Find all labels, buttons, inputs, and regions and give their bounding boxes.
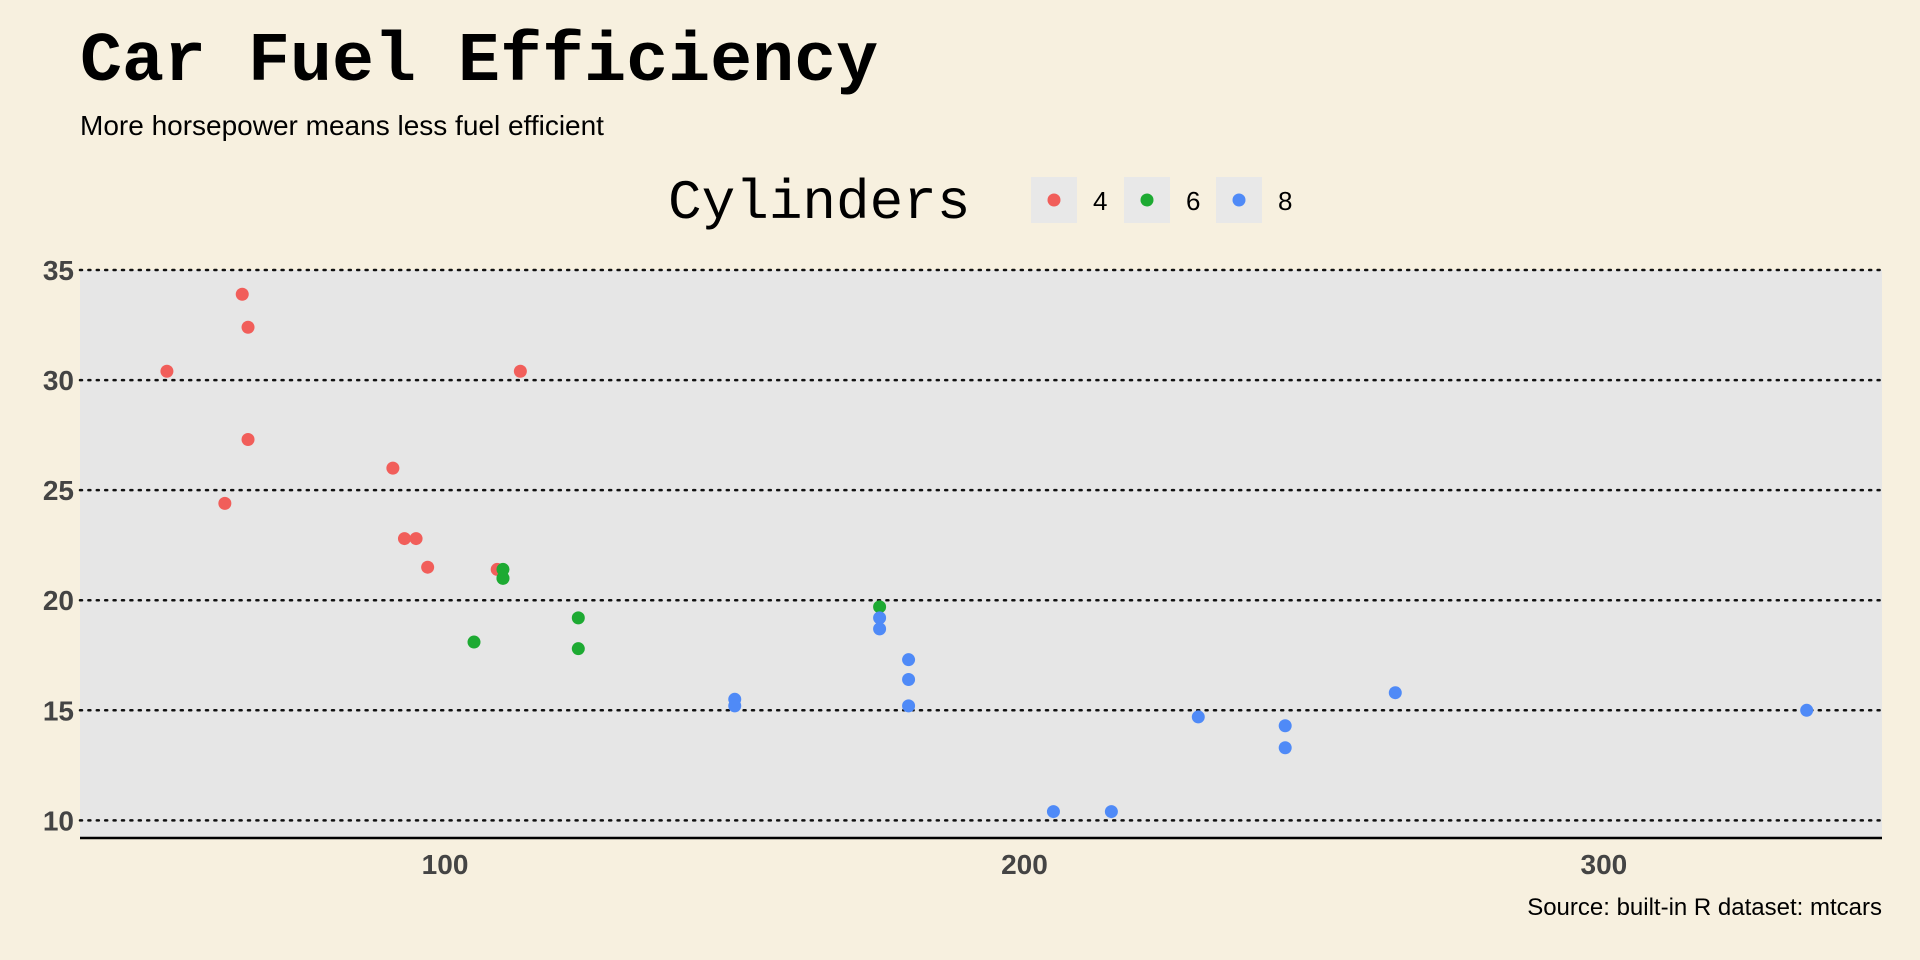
legend-marker bbox=[1232, 193, 1246, 207]
x-tick-label: 200 bbox=[1001, 849, 1048, 880]
data-point bbox=[386, 461, 400, 475]
data-point bbox=[467, 635, 481, 649]
data-point bbox=[873, 611, 887, 625]
data-point bbox=[1278, 719, 1292, 733]
data-point bbox=[397, 532, 411, 546]
data-point bbox=[513, 364, 527, 378]
series-6 bbox=[467, 562, 887, 656]
data-point bbox=[1046, 805, 1060, 819]
data-point bbox=[902, 672, 916, 686]
y-tick-label: 20 bbox=[43, 585, 74, 616]
legend: Cylinders 4 6 8 bbox=[668, 171, 1292, 235]
data-point bbox=[1388, 686, 1402, 700]
series-8 bbox=[728, 611, 1814, 819]
data-point bbox=[571, 642, 585, 656]
chart-caption: Source: built-in R dataset: mtcars bbox=[1527, 894, 1882, 921]
data-point bbox=[873, 600, 887, 614]
legend-title: Cylinders bbox=[668, 171, 970, 235]
data-point bbox=[873, 622, 887, 636]
y-tick-label: 15 bbox=[43, 695, 74, 726]
gridlines bbox=[78, 268, 1884, 822]
data-point bbox=[241, 433, 255, 447]
data-point bbox=[409, 532, 423, 546]
data-point bbox=[728, 699, 742, 713]
data-point bbox=[496, 562, 510, 576]
data-point bbox=[1191, 710, 1205, 724]
data-point bbox=[1104, 805, 1118, 819]
y-tick-label: 10 bbox=[43, 805, 74, 836]
legend-label: 4 bbox=[1093, 186, 1107, 216]
y-tick-label: 30 bbox=[43, 365, 74, 396]
chart-title: Car Fuel Efficiency bbox=[80, 23, 879, 102]
data-point bbox=[218, 496, 232, 510]
y-tick-label: 35 bbox=[43, 255, 74, 286]
chart-subtitle: More horsepower means less fuel efficien… bbox=[80, 110, 604, 141]
legend-marker bbox=[1047, 193, 1061, 207]
legend-label: 6 bbox=[1186, 186, 1200, 216]
data-point bbox=[1800, 703, 1814, 717]
x-tick-label: 100 bbox=[422, 849, 469, 880]
data-point bbox=[902, 699, 916, 713]
legend-item-4: 4 bbox=[1031, 177, 1107, 223]
data-point bbox=[421, 560, 435, 574]
legend-label: 8 bbox=[1278, 186, 1292, 216]
data-point bbox=[241, 320, 255, 334]
series-4 bbox=[160, 287, 527, 576]
legend-item-6: 6 bbox=[1124, 177, 1200, 223]
plot-panel bbox=[80, 270, 1882, 838]
data-points bbox=[160, 287, 1814, 819]
x-tick-label: 300 bbox=[1581, 849, 1628, 880]
data-point bbox=[160, 364, 174, 378]
data-point bbox=[1278, 741, 1292, 755]
data-point bbox=[235, 287, 249, 301]
x-axis-ticks: 100 200 300 bbox=[422, 849, 1628, 880]
data-point bbox=[571, 611, 585, 625]
legend-item-8: 8 bbox=[1216, 177, 1292, 223]
legend-marker bbox=[1140, 193, 1154, 207]
data-point bbox=[902, 653, 916, 667]
y-axis-ticks: 10 15 20 25 30 35 bbox=[43, 255, 74, 836]
y-tick-label: 25 bbox=[43, 475, 74, 506]
